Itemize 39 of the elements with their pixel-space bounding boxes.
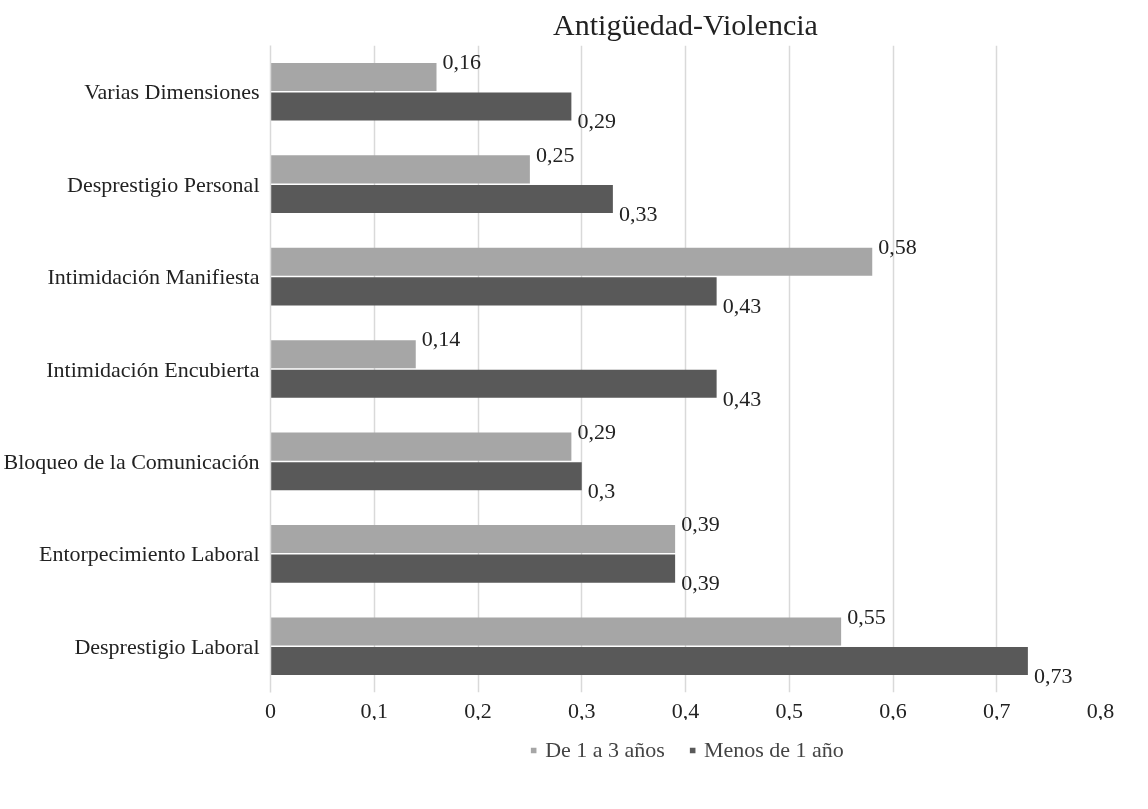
bar xyxy=(270,432,572,461)
y-tick-label: Entorpecimiento Laboral xyxy=(38,541,260,567)
bar xyxy=(270,155,530,184)
bar xyxy=(270,554,676,583)
y-tick-label: Intimidación Manifiesta xyxy=(47,264,260,290)
data-label: 0,39 xyxy=(681,511,720,537)
legend-label: Menos de 1 año xyxy=(703,737,844,763)
bar xyxy=(270,340,416,369)
y-tick-label: Intimidación Encubierta xyxy=(46,356,260,382)
bar xyxy=(270,277,717,306)
chart-title: Antigüedad-Violencia xyxy=(553,7,818,41)
bar xyxy=(270,62,437,91)
bar xyxy=(270,462,582,491)
data-label: 0,33 xyxy=(618,200,658,226)
data-label: 0,29 xyxy=(577,418,616,444)
y-tick-label: Desprestigio Personal xyxy=(67,171,260,197)
data-label: 0,25 xyxy=(535,141,575,167)
data-label: 0,58 xyxy=(878,233,917,259)
data-label: 0,39 xyxy=(681,570,720,596)
data-label: 0,43 xyxy=(722,293,762,319)
y-tick-label: Desprestigio Laboral xyxy=(74,633,260,659)
data-label: 0,55 xyxy=(847,603,886,629)
legend-label: De 1 a 3 años xyxy=(545,737,665,763)
bar xyxy=(270,92,572,121)
bar xyxy=(270,184,613,213)
y-tick-label: Varias Dimensiones xyxy=(84,79,260,105)
data-label: 0,43 xyxy=(722,385,762,411)
bar xyxy=(270,247,873,276)
x-tick-label: 0 xyxy=(265,697,276,723)
data-label: 0,29 xyxy=(577,108,616,134)
data-label: 0,3 xyxy=(587,478,616,504)
data-label: 0,73 xyxy=(1033,662,1073,688)
data-label: 0,16 xyxy=(442,49,481,75)
bar xyxy=(270,525,676,554)
bar xyxy=(270,647,1028,676)
bar xyxy=(270,617,842,646)
bar xyxy=(270,369,717,398)
y-tick-label: Bloqueo de la Comunicación xyxy=(3,448,260,474)
data-label: 0,14 xyxy=(421,326,461,352)
